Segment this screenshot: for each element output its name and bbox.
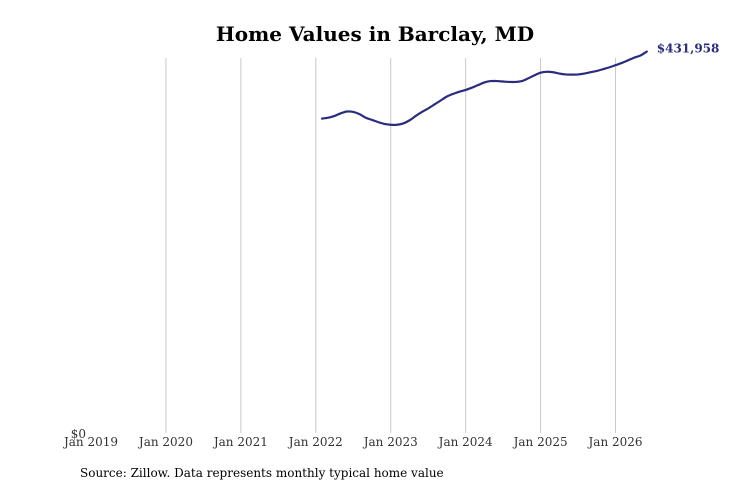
series-layer (320, 50, 648, 127)
x-tick-label-2019: Jan 2019 (62, 435, 118, 449)
source-note: Source: Zillow. Data represents monthly … (80, 466, 444, 480)
x-tick-label-2026: Jan 2026 (587, 435, 643, 449)
x-axis: Jan 2019 Jan 2020 Jan 2021 Jan 2022 Jan 2023… (62, 435, 643, 449)
gridlines (165, 58, 617, 433)
x-tick-label-2024: Jan 2024 (437, 435, 493, 449)
x-tick-label-2022: Jan 2022 (287, 435, 343, 449)
y-tick-label-zero: $0 (71, 427, 86, 441)
x-tick-label-2021: Jan 2021 (212, 435, 268, 449)
end-value-label: $431,958 (657, 42, 720, 56)
x-tick-label-2023: Jan 2023 (362, 435, 418, 449)
x-tick-label-2020: Jan 2020 (137, 435, 193, 449)
chart-title: Home Values in Barclay, MD (216, 22, 534, 46)
series-line-0 (320, 50, 648, 127)
x-tick-label-2025: Jan 2025 (512, 435, 568, 449)
